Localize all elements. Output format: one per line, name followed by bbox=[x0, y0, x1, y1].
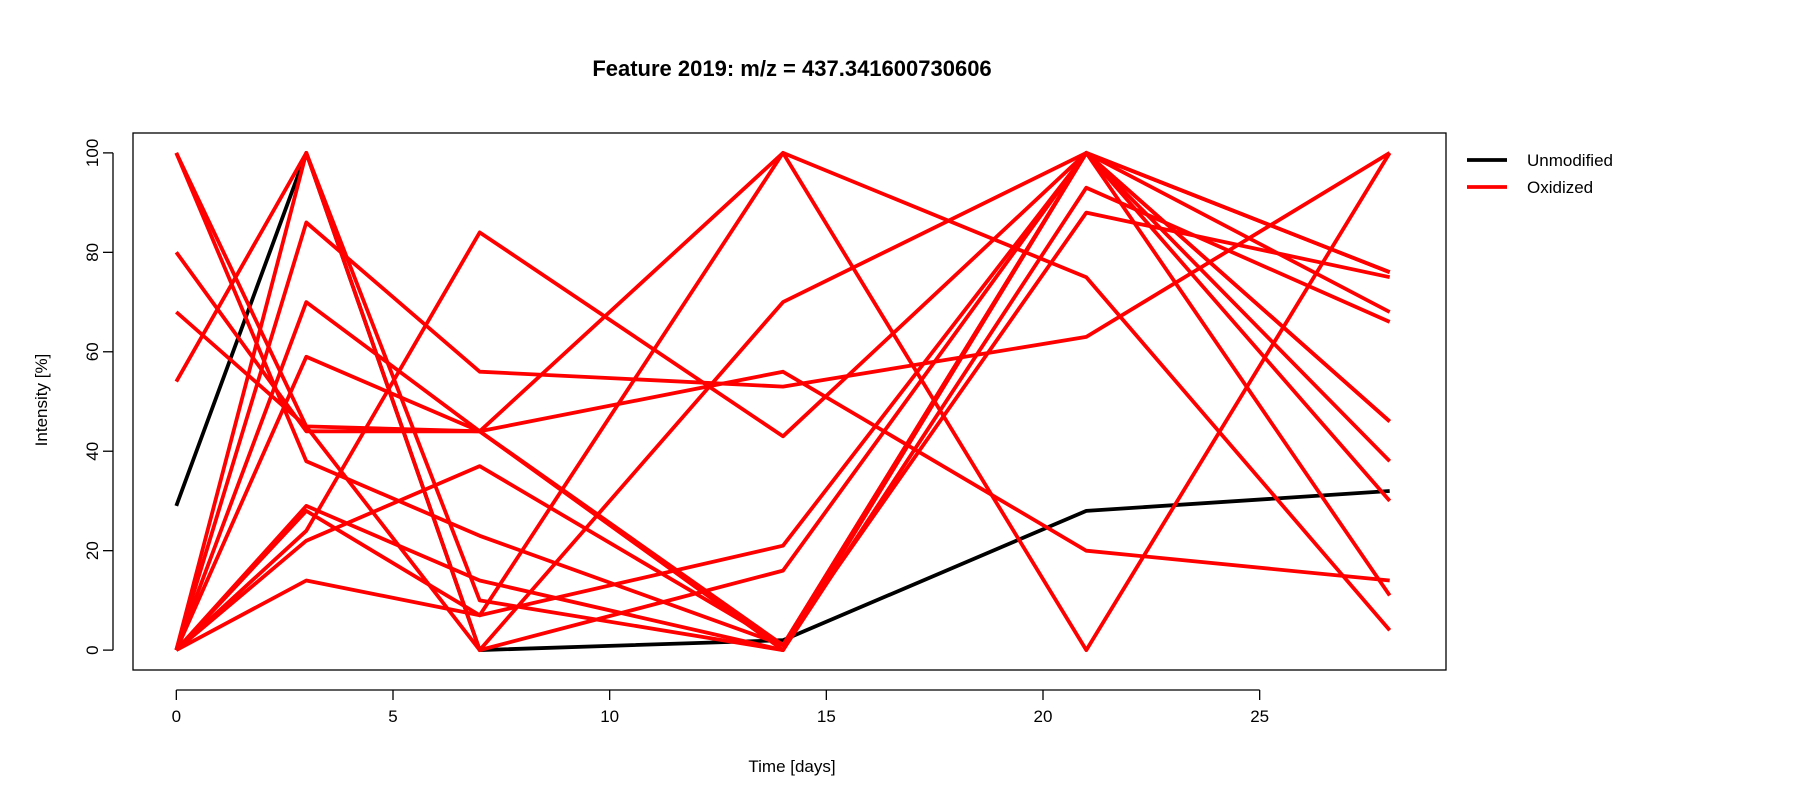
x-tick-label: 20 bbox=[1034, 707, 1053, 726]
chart-title: Feature 2019: m/z = 437.341600730606 bbox=[592, 56, 991, 81]
series-line-unmodified bbox=[174, 150, 1390, 652]
series-line-oxidized bbox=[175, 150, 1391, 652]
y-tick-label: 0 bbox=[83, 645, 102, 654]
x-tick-label: 5 bbox=[388, 707, 397, 726]
y-axis-label: Intensity [%] bbox=[32, 354, 51, 447]
series-line-oxidized bbox=[174, 150, 1392, 632]
x-tick-label: 0 bbox=[172, 707, 181, 726]
y-tick-label: 60 bbox=[83, 342, 102, 361]
y-tick-label: 20 bbox=[83, 541, 102, 560]
x-tick-label: 15 bbox=[817, 707, 836, 726]
axes: 0 5 10 15 20 25 0 20 40 60 80 100 bbox=[83, 139, 1269, 726]
series-line-oxidized bbox=[174, 150, 1391, 652]
x-axis-label: Time [days] bbox=[748, 757, 835, 776]
series-line-oxidized bbox=[174, 185, 1391, 652]
series-line-oxidized bbox=[175, 150, 1392, 652]
x-tick-label: 25 bbox=[1250, 707, 1269, 726]
series-layer bbox=[174, 150, 1392, 652]
series-line-oxidized bbox=[174, 151, 1391, 651]
y-tick-label: 40 bbox=[83, 442, 102, 461]
series-line-oxidized bbox=[174, 150, 1392, 652]
series-line-oxidized bbox=[175, 150, 1392, 652]
series-line-oxidized bbox=[174, 150, 1392, 652]
legend-label-oxidized: Oxidized bbox=[1527, 178, 1593, 197]
legend: Unmodified Oxidized bbox=[1467, 151, 1613, 197]
series-line-oxidized bbox=[174, 150, 1391, 651]
y-tick-label: 100 bbox=[83, 139, 102, 167]
series-line-oxidized bbox=[174, 150, 1391, 652]
x-tick-label: 10 bbox=[600, 707, 619, 726]
legend-label-unmodified: Unmodified bbox=[1527, 151, 1613, 170]
plot-frame bbox=[132, 132, 1447, 671]
y-tick-label: 80 bbox=[83, 243, 102, 262]
